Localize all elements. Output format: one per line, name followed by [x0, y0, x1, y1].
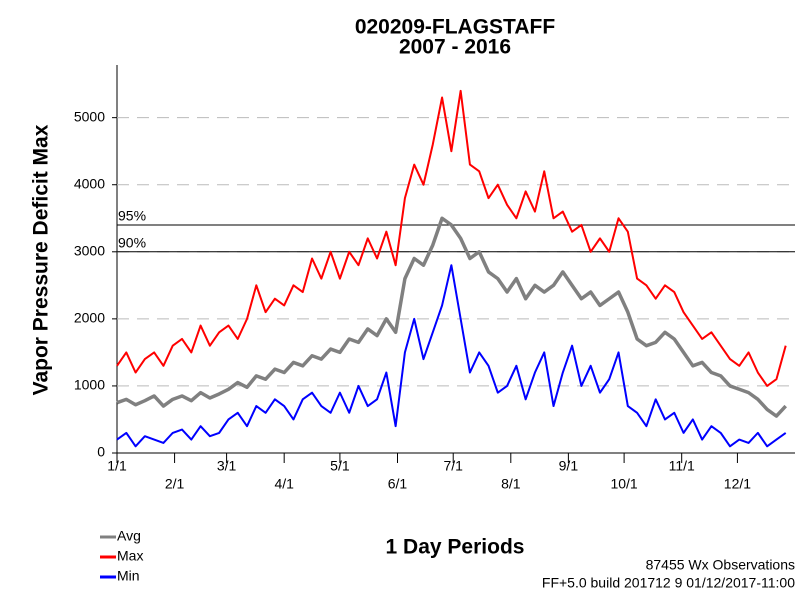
reference-label: 95%	[118, 208, 146, 224]
x-tick-label: 1/1	[107, 458, 127, 474]
chart-subtitle: 2007 - 2016	[399, 36, 511, 59]
y-tick-label: 3000	[74, 242, 105, 258]
footer-text: FF+5.0 build 201712 9 01/12/2017-11:00	[542, 575, 795, 591]
x-tick-label: 8/1	[501, 476, 521, 492]
y-tick-label: 0	[97, 444, 105, 460]
legend-label: Avg	[117, 528, 141, 544]
x-tick-label: 5/1	[330, 458, 350, 474]
y-tick-label: 5000	[74, 108, 105, 124]
x-tick-label: 4/1	[274, 476, 294, 492]
reference-label: 90%	[118, 234, 146, 250]
x-tick-label: 2/1	[165, 476, 185, 492]
x-axis-label: 1 Day Periods	[386, 536, 525, 559]
chart-title: 020209-FLAGSTAFF	[355, 16, 555, 39]
series-line	[116, 264, 787, 448]
legend-label: Max	[117, 548, 143, 564]
x-tick-label: 10/1	[610, 476, 637, 492]
series-line	[116, 216, 787, 418]
x-tick-label: 12/1	[724, 476, 751, 492]
footer-text: 87455 Wx Observations	[646, 557, 795, 573]
y-tick-label: 1000	[74, 377, 105, 393]
legend-label: Min	[117, 568, 140, 584]
series-line	[116, 89, 787, 387]
y-axis-label: Vapor Pressure Deficit Max	[30, 124, 53, 395]
x-tick-label: 11/1	[669, 458, 695, 474]
y-tick-label: 2000	[74, 310, 105, 326]
x-tick-label: 7/1	[443, 458, 463, 474]
x-tick-label: 6/1	[388, 476, 408, 492]
y-tick-label: 4000	[74, 175, 105, 191]
x-tick-label: 9/1	[559, 458, 579, 474]
x-tick-label: 3/1	[217, 458, 237, 474]
